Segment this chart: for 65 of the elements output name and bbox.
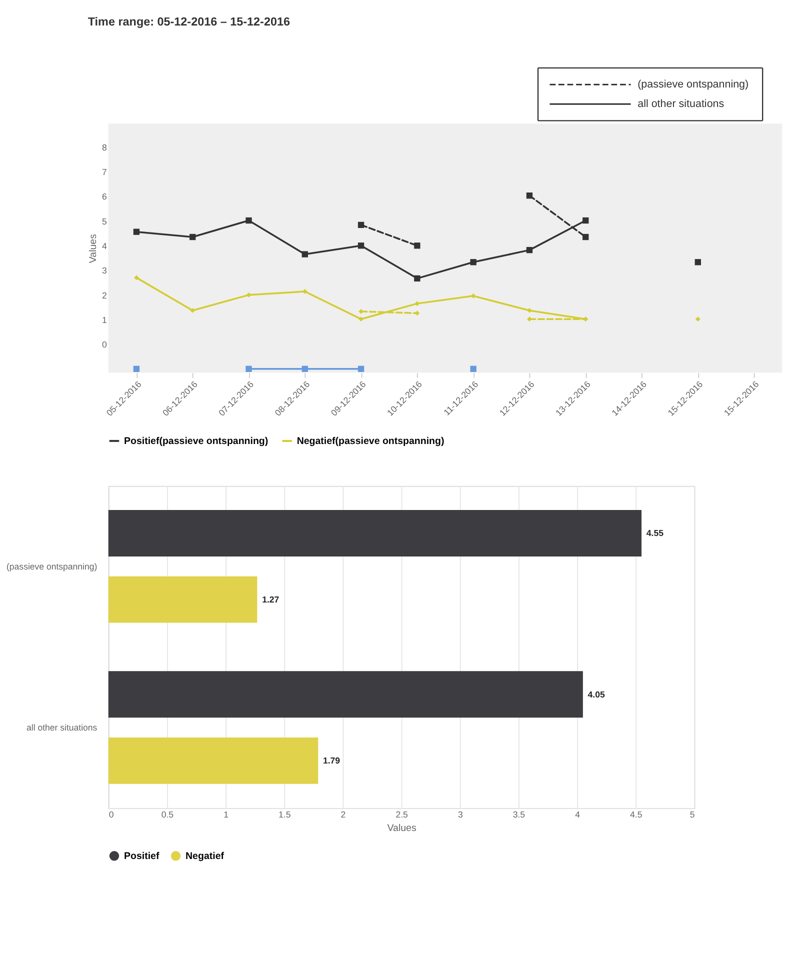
bar	[108, 671, 583, 718]
x-tick-label: 5	[690, 809, 695, 820]
legend-label: Negatief(passieve ontspanning)	[296, 436, 444, 447]
point	[246, 366, 252, 372]
point	[414, 301, 420, 306]
point	[358, 316, 364, 322]
data-label: 1.27	[262, 594, 280, 605]
data-label: 4.05	[588, 689, 605, 700]
y-tick-label: 3	[102, 266, 108, 276]
point	[527, 316, 532, 322]
point	[470, 293, 476, 298]
text: (passieve ontspanning)	[638, 78, 749, 90]
point	[133, 228, 140, 235]
bar	[108, 510, 642, 556]
chart-title: Time range: 05-12-2016 – 15-12-2016	[88, 15, 290, 28]
x-tick-label: 1.5	[278, 809, 291, 820]
x-tick-label: 4	[575, 809, 580, 820]
bar	[108, 737, 318, 784]
point	[358, 242, 364, 249]
point	[526, 246, 533, 254]
y-tick-label: 1	[102, 315, 108, 326]
x-axis-title: Values	[387, 823, 416, 834]
y-tick-label: 8	[102, 142, 108, 152]
data-label: 1.79	[323, 756, 340, 766]
data-label: 4.55	[646, 528, 664, 538]
point	[190, 308, 196, 313]
y-tick-label: 5	[102, 216, 108, 226]
legend-label: Positief	[124, 850, 160, 862]
legend-label: Positief(passieve ontspanning)	[124, 436, 268, 447]
y-tick-label: 4	[102, 241, 108, 252]
y-axis-title: Values	[88, 234, 100, 264]
legend-label: Negatief	[186, 850, 225, 862]
point	[414, 242, 420, 249]
point	[527, 308, 532, 313]
point	[358, 222, 364, 228]
point	[414, 275, 420, 282]
x-tick-label: 2.5	[396, 809, 408, 820]
point	[695, 316, 700, 322]
y-tick-label: 0	[102, 340, 108, 350]
point	[358, 309, 364, 314]
point	[470, 366, 476, 372]
x-tick-label: 0.5	[161, 809, 174, 820]
y-tick-label: 7	[102, 167, 108, 178]
point	[358, 366, 364, 372]
point	[302, 251, 308, 258]
x-tick-label: 0	[108, 809, 114, 820]
x-tick-label: 3.5	[512, 809, 526, 820]
point	[582, 217, 589, 224]
point	[526, 192, 533, 199]
x-tick-label: 2	[340, 809, 346, 820]
x-tick-label: 1	[224, 809, 229, 820]
point	[133, 366, 140, 372]
point	[582, 234, 589, 240]
point	[302, 366, 308, 372]
x-tick-label: 4.5	[630, 809, 642, 820]
text: all other situations	[638, 98, 724, 110]
y-tick-label: 2	[102, 290, 108, 300]
bar	[108, 576, 258, 623]
point	[190, 234, 196, 240]
point	[246, 217, 252, 224]
point	[694, 259, 701, 266]
point	[470, 259, 476, 266]
y-tick-label: 6	[102, 192, 108, 202]
x-tick-label: 3	[458, 809, 463, 820]
point	[134, 275, 139, 280]
